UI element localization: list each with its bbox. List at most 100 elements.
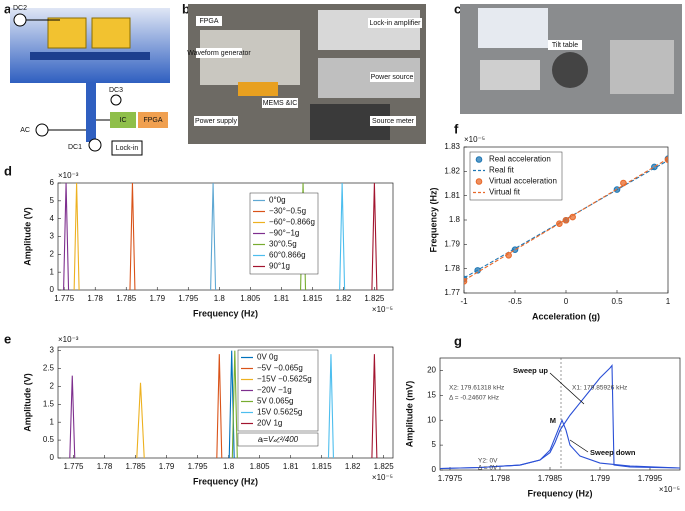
schematic-label: DC3 [109, 87, 123, 94]
label-box [262, 98, 298, 108]
y-tick-label: 6 [50, 178, 55, 187]
photo-label: Waveform generator [187, 50, 251, 57]
x-tick-label: 1.785 [116, 294, 137, 303]
chip-frame [10, 8, 170, 83]
y-tick-label: 3 [50, 232, 55, 241]
legend-label: Virtual acceleration [489, 177, 557, 186]
x-tick-label: 1.79 [149, 294, 165, 303]
series-line [440, 418, 680, 470]
x-tick-label: 0 [564, 297, 569, 306]
series-group [464, 155, 668, 285]
panel-letter: c [454, 1, 461, 16]
x-tick-label: 1.825 [364, 294, 385, 303]
photo-label: Power source [371, 74, 414, 81]
display [238, 82, 278, 96]
legend-marker [475, 178, 483, 185]
legend-label: −20V −1g [257, 386, 292, 395]
series-line [464, 158, 668, 281]
annotation: aᵢ=V𝒹꜀²/400 [258, 435, 299, 444]
source-icon [35, 123, 49, 137]
y-tick-label: 1.78 [444, 264, 460, 273]
legend-label: −5V −0.065g [257, 364, 303, 373]
annotation: M [550, 416, 556, 425]
y-tick-label: 1.77 [444, 288, 460, 297]
lockin-block [111, 140, 143, 156]
label-box [370, 116, 416, 126]
x-tick-label: 1.775 [63, 462, 84, 471]
series-line [129, 183, 136, 290]
x-multiplier: ×10⁻⁵ [659, 485, 680, 494]
panel-letter: d [4, 163, 12, 178]
y-tick-label: 2 [50, 249, 55, 258]
x-tick-label: 1.78 [97, 462, 113, 471]
series-line [69, 375, 76, 458]
label-box [370, 72, 414, 82]
y-tick-label: 1.83 [444, 142, 460, 151]
panel-letter: a [4, 1, 12, 16]
series-line [210, 183, 217, 290]
x-tick-label: 1.798 [490, 474, 511, 483]
x-tick-label: 1 [666, 297, 671, 306]
schematic: DC2 DC3 AC DC1 IC FPGA Lock-in [10, 5, 170, 156]
source-icon [88, 138, 102, 152]
x-tick-label: -1 [460, 297, 468, 306]
y-tick-label: 5 [50, 196, 55, 205]
arrow [549, 372, 585, 405]
anchor [86, 82, 96, 142]
y-tick-label: 20 [427, 366, 436, 375]
schematic-label: FPGA [143, 117, 162, 124]
x-tick-label: 1.799 [590, 474, 611, 483]
x-tick-label: 1.815 [302, 294, 323, 303]
series-line [371, 183, 378, 290]
annotation: Y2: 0V [478, 458, 498, 465]
ic-block [110, 112, 136, 128]
series-line [371, 354, 378, 458]
x-tick-label: 1.8 [214, 294, 226, 303]
photo-c: Tilt table [460, 4, 682, 114]
legend-label: Real fit [489, 166, 515, 175]
label-box [548, 40, 582, 50]
y-tick-label: 15 [427, 390, 436, 399]
point [620, 179, 627, 187]
series-line [339, 183, 346, 290]
series-line [216, 354, 223, 458]
annotation: Δ = 0V [478, 465, 498, 472]
y-axis-label: Amplitude (V) [22, 207, 32, 266]
legend-label: 30°0.5g [269, 240, 297, 249]
y-tick-label: 2.5 [43, 364, 55, 373]
laptop [478, 8, 548, 48]
plot-area [57, 346, 394, 459]
y-tick-label: 2 [50, 381, 55, 390]
panel-letter: g [454, 333, 462, 348]
y-axis-label: Amplitude (mV) [404, 381, 414, 448]
label-box [196, 48, 242, 58]
x-tick-label: 1.8 [223, 462, 235, 471]
y-tick-label: 0 [50, 453, 55, 462]
schematic-label: AC [20, 127, 30, 134]
instrument [318, 10, 420, 50]
fpga-block [138, 112, 168, 128]
x-tick-label: 1.825 [374, 462, 395, 471]
legend-label: −60°−0.866g [269, 218, 315, 227]
x-tick-label: 1.81 [283, 462, 299, 471]
y-tick-label: 10 [427, 415, 436, 424]
legend-label: 90°1g [269, 262, 290, 271]
series-line [63, 183, 70, 290]
y-multiplier: ×10⁻⁵ [464, 135, 485, 144]
x-axis-label: Acceleration (g) [532, 311, 600, 321]
schematic-label: DC1 [68, 144, 82, 151]
photo-b: FPGA Waveform generator Lock-in amplifie… [187, 4, 426, 144]
y-multiplier: ×10⁻³ [58, 335, 79, 344]
series-line [136, 382, 145, 458]
legend-label: 20V 1g [257, 419, 282, 428]
photo-label: MEMS &IC [263, 100, 298, 107]
y-tick-label: 1.8 [449, 215, 461, 224]
legend-label: −15V −0.5625g [257, 375, 312, 384]
beam [30, 52, 150, 60]
source-icon [13, 13, 27, 27]
y-tick-label: 0 [432, 465, 437, 474]
plot-area [57, 182, 394, 291]
y-tick-label: 1.81 [444, 191, 460, 200]
